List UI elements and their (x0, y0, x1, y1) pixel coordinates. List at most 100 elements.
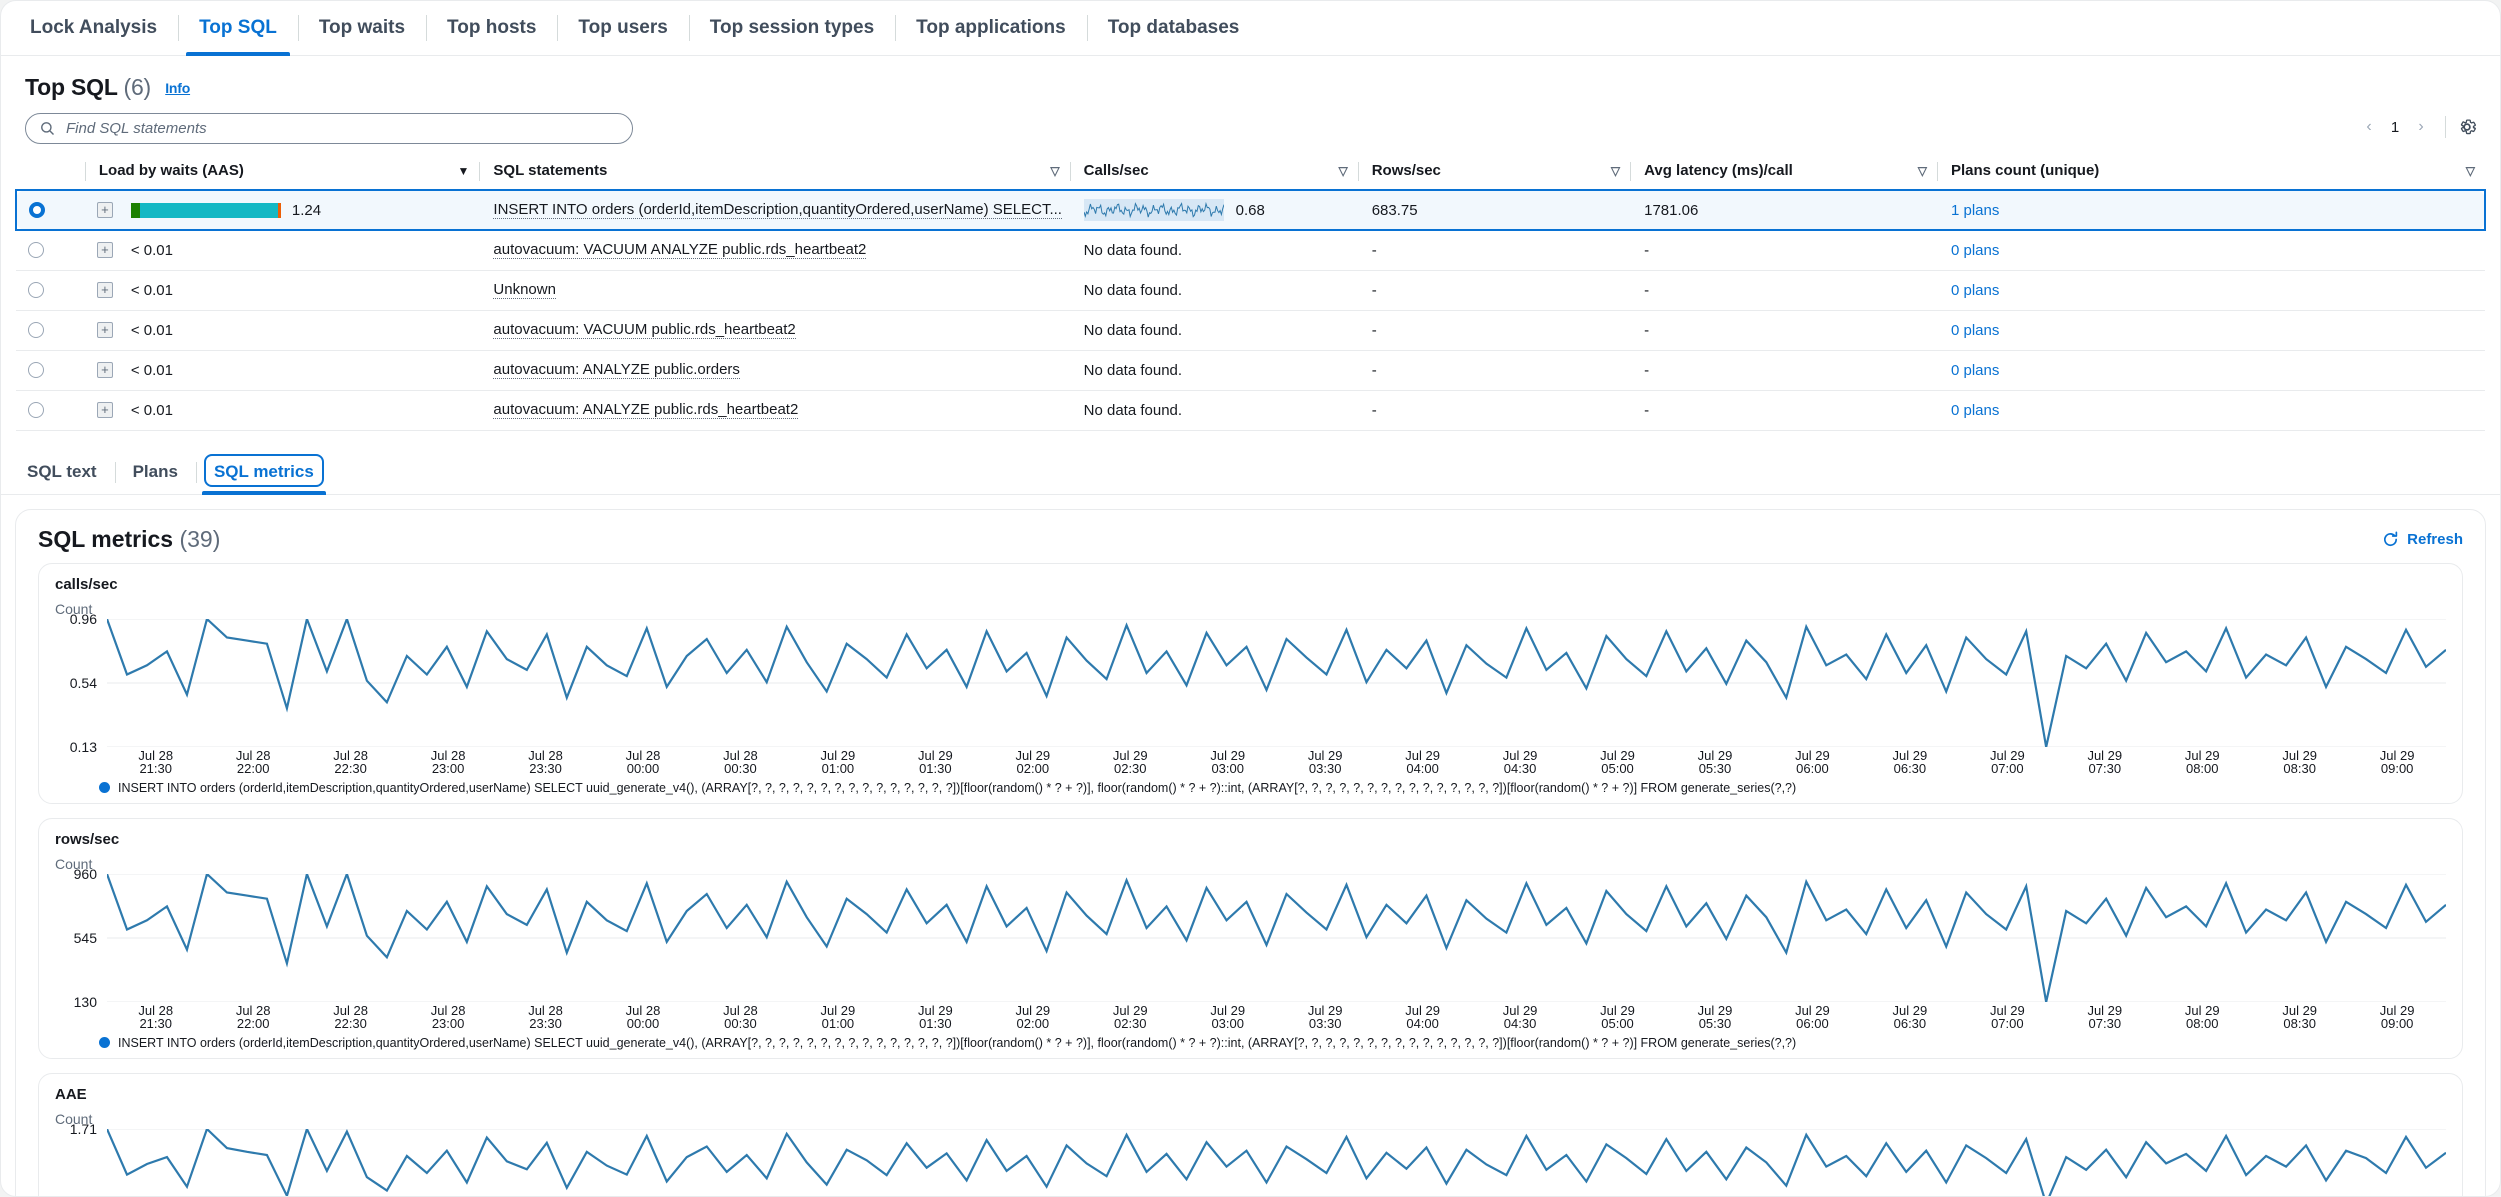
search-box[interactable] (25, 113, 633, 144)
chart-legend[interactable]: INSERT INTO orders (orderId,itemDescript… (99, 781, 2446, 795)
th-load-by-waits[interactable]: Load by waits (AAS) ▼ (84, 156, 480, 191)
plans-link[interactable]: 0 plans (1950, 401, 2000, 419)
plans-count-cell[interactable]: 0 plans (1936, 350, 2485, 391)
row-radio[interactable] (28, 362, 44, 378)
expand-row-icon[interactable]: + (96, 282, 113, 298)
x-axis-tick: Jul 29 05:30 (1697, 1002, 1733, 1031)
prev-page-button[interactable]: ‹ (2366, 118, 2372, 135)
top-sql-table: Load by waits (AAS) ▼ SQL statements ▽ Cal… (15, 156, 2487, 431)
x-axis-tick: Jul 28 23:30 (528, 1002, 563, 1031)
th-avg-latency[interactable]: Avg latency (ms)/call ▽ (1630, 156, 1937, 191)
sql-metrics-count: (39) (179, 525, 221, 552)
plans-count-cell[interactable]: 1 plans (1936, 189, 2487, 231)
rows-per-sec-cell: 683.75 (1357, 189, 1631, 231)
plans-link[interactable]: 0 plans (1950, 321, 2000, 339)
sql-statement-link[interactable]: autovacuum: VACUUM public.rds_heartbeat2 (493, 321, 796, 339)
sql-statement-cell[interactable]: autovacuum: ANALYZE public.rds_heartbeat… (479, 390, 1070, 431)
plans-count-cell[interactable]: 0 plans (1936, 270, 2485, 311)
load-value: < 0.01 (130, 321, 173, 339)
tab-label: Top waits (318, 17, 406, 38)
sql-statement-link[interactable]: INSERT INTO orders (orderId,itemDescript… (493, 201, 1062, 219)
th-calls-sec[interactable]: Calls/sec ▽ (1069, 156, 1358, 191)
tab-top-sql[interactable]: Top SQL (178, 1, 298, 56)
th-rows-sec[interactable]: Rows/sec ▽ (1357, 156, 1631, 191)
sql-statement-link[interactable]: autovacuum: ANALYZE public.rds_heartbeat… (493, 401, 799, 419)
th-label: Load by waits (AAS) (98, 162, 244, 179)
table-row[interactable]: +1.24 INSERT INTO orders (orderId,itemDes… (15, 189, 2487, 231)
tab-lock-analysis[interactable]: Lock Analysis (9, 1, 178, 55)
expand-row-icon[interactable]: + (96, 242, 113, 259)
y-axis-tick: 130 (73, 993, 97, 1010)
plans-link[interactable]: 0 plans (1950, 361, 2000, 379)
sql-statement-cell[interactable]: autovacuum: VACUUM ANALYZE public.rds_he… (479, 230, 1070, 271)
expand-row-icon[interactable]: + (96, 362, 113, 378)
sql-metrics-title: SQL metrics (39) (38, 526, 220, 553)
sql-statement-cell[interactable]: autovacuum: ANALYZE public.orders (479, 350, 1070, 391)
avg-latency-cell: - (1630, 350, 1937, 391)
table-row[interactable]: + < 0.01 autovacuum: ANALYZE public.rds_he… (16, 390, 2485, 431)
tab-top-databases[interactable]: Top databases (1086, 1, 1261, 55)
tab-top-hosts[interactable]: Top hosts (426, 1, 557, 55)
next-page-button[interactable]: › (2418, 118, 2424, 135)
x-axis-tick: Jul 29 06:00 (1795, 747, 1830, 776)
search-input[interactable] (64, 119, 618, 138)
table-row[interactable]: + < 0.01 autovacuum: VACUUM public.rds_hea… (16, 310, 2485, 351)
sql-statement-cell[interactable]: INSERT INTO orders (orderId,itemDescript… (479, 189, 1070, 231)
tab-plans[interactable]: Plans (114, 451, 196, 494)
load-bar: 1.24 (130, 201, 322, 219)
plans-link[interactable]: 0 plans (1950, 281, 2000, 299)
plans-link[interactable]: 0 plans (1950, 241, 2000, 259)
sql-statement-cell[interactable]: autovacuum: VACUUM public.rds_heartbeat2 (479, 310, 1070, 351)
row-select-cell[interactable] (16, 230, 85, 271)
gear-icon[interactable] (2456, 116, 2478, 138)
row-radio[interactable] (28, 282, 44, 298)
plans-link[interactable]: 1 plans (1950, 201, 2000, 219)
tab-sql-text[interactable]: SQL text (9, 451, 115, 494)
tab-top-waits[interactable]: Top waits (297, 1, 426, 55)
sort-caret-icon[interactable]: ▽ (2465, 163, 2475, 178)
info-link[interactable]: Info (165, 80, 191, 96)
table-row[interactable]: + < 0.01 autovacuum: VACUUM ANALYZE public… (16, 230, 2485, 271)
sort-caret-icon[interactable]: ▽ (1610, 163, 1621, 178)
tab-top-users[interactable]: Top users (557, 1, 688, 55)
chart-legend[interactable]: INSERT INTO orders (orderId,itemDescript… (99, 1036, 2446, 1050)
page-number[interactable]: 1 (2390, 118, 2400, 136)
sort-caret-icon[interactable]: ▼ (457, 163, 470, 178)
th-sql-statements[interactable]: SQL statements ▽ (479, 156, 1070, 191)
row-radio[interactable] (28, 322, 44, 338)
table-row[interactable]: + < 0.01 Unknown No data found. - - 0 plans (16, 270, 2485, 311)
row-select-cell[interactable] (16, 270, 85, 311)
sort-caret-icon[interactable]: ▽ (1917, 163, 1927, 178)
sql-statement-link[interactable]: autovacuum: VACUUM ANALYZE public.rds_he… (493, 241, 867, 260)
load-bar-cyan (139, 202, 278, 218)
page-title: Top SQL (6) Info (25, 74, 190, 100)
expand-row-icon[interactable]: + (96, 322, 113, 338)
row-select-cell[interactable] (16, 350, 85, 391)
row-radio[interactable] (28, 402, 44, 418)
sort-caret-icon[interactable]: ▽ (1338, 163, 1348, 178)
row-select-cell[interactable] (15, 189, 85, 231)
x-axis-tick: Jul 29 06:30 (1892, 747, 1928, 776)
table-row[interactable]: + < 0.01 autovacuum: ANALYZE public.orders… (16, 350, 2485, 391)
row-select-cell[interactable] (16, 310, 85, 351)
th-plans-count[interactable]: Plans count (unique) ▽ (1936, 156, 2485, 191)
calls-per-sec-cell: No data found. (1069, 350, 1358, 391)
sql-statement-link[interactable]: autovacuum: ANALYZE public.orders (493, 361, 740, 379)
tab-top-applications[interactable]: Top applications (895, 1, 1087, 55)
chart-title: calls/sec (55, 575, 118, 593)
tab-sql-metrics[interactable]: SQL metrics (195, 451, 332, 495)
row-radio[interactable] (28, 242, 44, 259)
sql-statement-cell[interactable]: Unknown (479, 270, 1070, 311)
load-value: 1.24 (291, 201, 322, 219)
expand-row-icon[interactable]: + (96, 202, 113, 218)
plans-count-cell[interactable]: 0 plans (1936, 230, 2485, 271)
row-radio[interactable] (29, 202, 45, 218)
row-select-cell[interactable] (16, 390, 85, 431)
tab-top-session-types[interactable]: Top session types (688, 1, 895, 55)
sort-caret-icon[interactable]: ▽ (1050, 163, 1060, 178)
expand-row-icon[interactable]: + (96, 402, 113, 418)
sql-statement-link[interactable]: Unknown (493, 281, 556, 299)
plans-count-cell[interactable]: 0 plans (1936, 390, 2485, 431)
refresh-button[interactable]: Refresh (2382, 531, 2463, 548)
plans-count-cell[interactable]: 0 plans (1936, 310, 2485, 351)
